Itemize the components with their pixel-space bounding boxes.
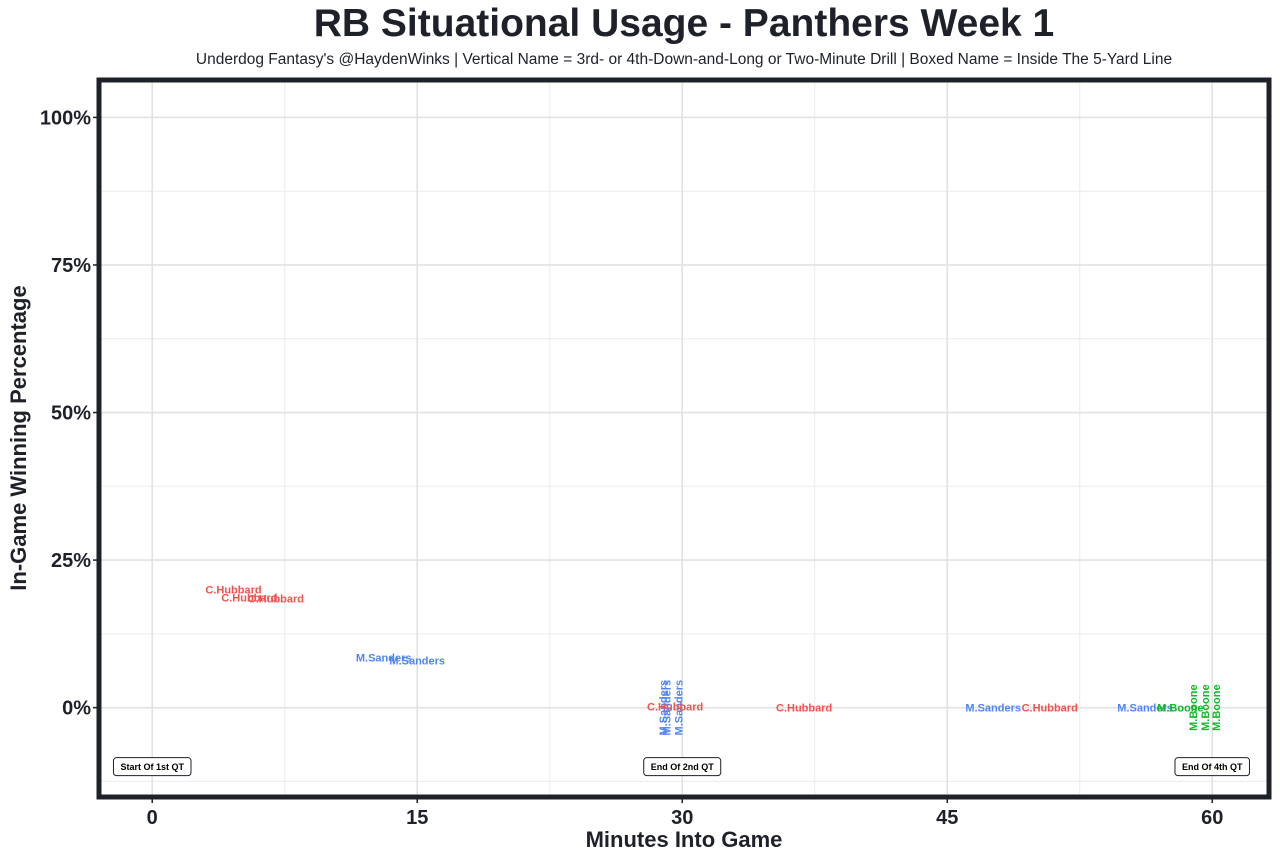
panel-border	[96, 77, 1272, 800]
quarter-annotation: End Of 4th QT	[1174, 757, 1250, 777]
point-label: M.Boone	[1211, 684, 1223, 730]
x-tick-label: 30	[671, 807, 693, 829]
quarter-annotation: End Of 2nd QT	[643, 757, 722, 777]
y-axis-label: In-Game Winning Percentage	[6, 285, 31, 590]
quarter-annotation-text: End Of 2nd QT	[651, 762, 714, 772]
y-tick-label: 0%	[62, 698, 91, 720]
axes: 0 15 30 45 60 0% 25% 50% 75% 100%	[40, 107, 1224, 829]
point-label: C.Hubbard	[248, 593, 304, 605]
x-tick-label: 60	[1201, 807, 1223, 829]
point-label: C.Hubbard	[221, 592, 277, 604]
quarter-annotation-text: End Of 4th QT	[1182, 762, 1243, 772]
point-label: C.Hubbard	[647, 701, 703, 713]
chart-subtitle: Underdog Fantasy's @HaydenWinks | Vertic…	[195, 51, 1173, 68]
point-label: M.Boone	[1157, 703, 1203, 715]
quarter-annotation: Start Of 1st QT	[112, 757, 192, 777]
quarter-annotation-box	[1174, 757, 1250, 777]
y-tick-label: 75%	[51, 255, 91, 277]
y-tick-label: 100%	[40, 107, 91, 129]
y-tick-label: 50%	[51, 403, 91, 425]
point-label: M.Sanders	[1117, 703, 1173, 715]
point-label: C.Hubbard	[205, 585, 261, 597]
grid-lines	[101, 82, 1267, 795]
point-label: C.Hubbard	[776, 703, 832, 715]
quarter-annotation-text: Start Of 1st QT	[120, 762, 184, 772]
point-label: M.Sanders	[658, 680, 670, 736]
point-labels: C.HubbardC.HubbardC.HubbardM.SandersM.Sa…	[205, 585, 1222, 736]
quarter-annotation-box	[643, 757, 722, 777]
point-label: M.Sanders	[356, 652, 412, 664]
y-tick-label: 25%	[51, 550, 91, 572]
quarter-annotations: Start Of 1st QT End Of 2nd QT End Of 4th Q…	[112, 757, 1250, 777]
x-axis-label: Minutes Into Game	[586, 827, 783, 852]
x-tick-label: 0	[147, 807, 158, 829]
point-label: M.Boone	[1200, 684, 1212, 730]
point-label: M.Sanders	[661, 680, 673, 736]
point-label: M.Sanders	[389, 655, 445, 667]
x-tick-label: 45	[936, 807, 958, 829]
quarter-annotation-box	[112, 757, 192, 777]
chart-title: RB Situational Usage - Panthers Week 1	[313, 2, 1055, 45]
point-label: M.Sanders	[674, 680, 686, 736]
point-label: C.Hubbard	[1022, 703, 1078, 715]
point-label: M.Boone	[1188, 684, 1200, 730]
x-tick-label: 15	[406, 807, 428, 829]
point-label: M.Sanders	[965, 703, 1021, 715]
